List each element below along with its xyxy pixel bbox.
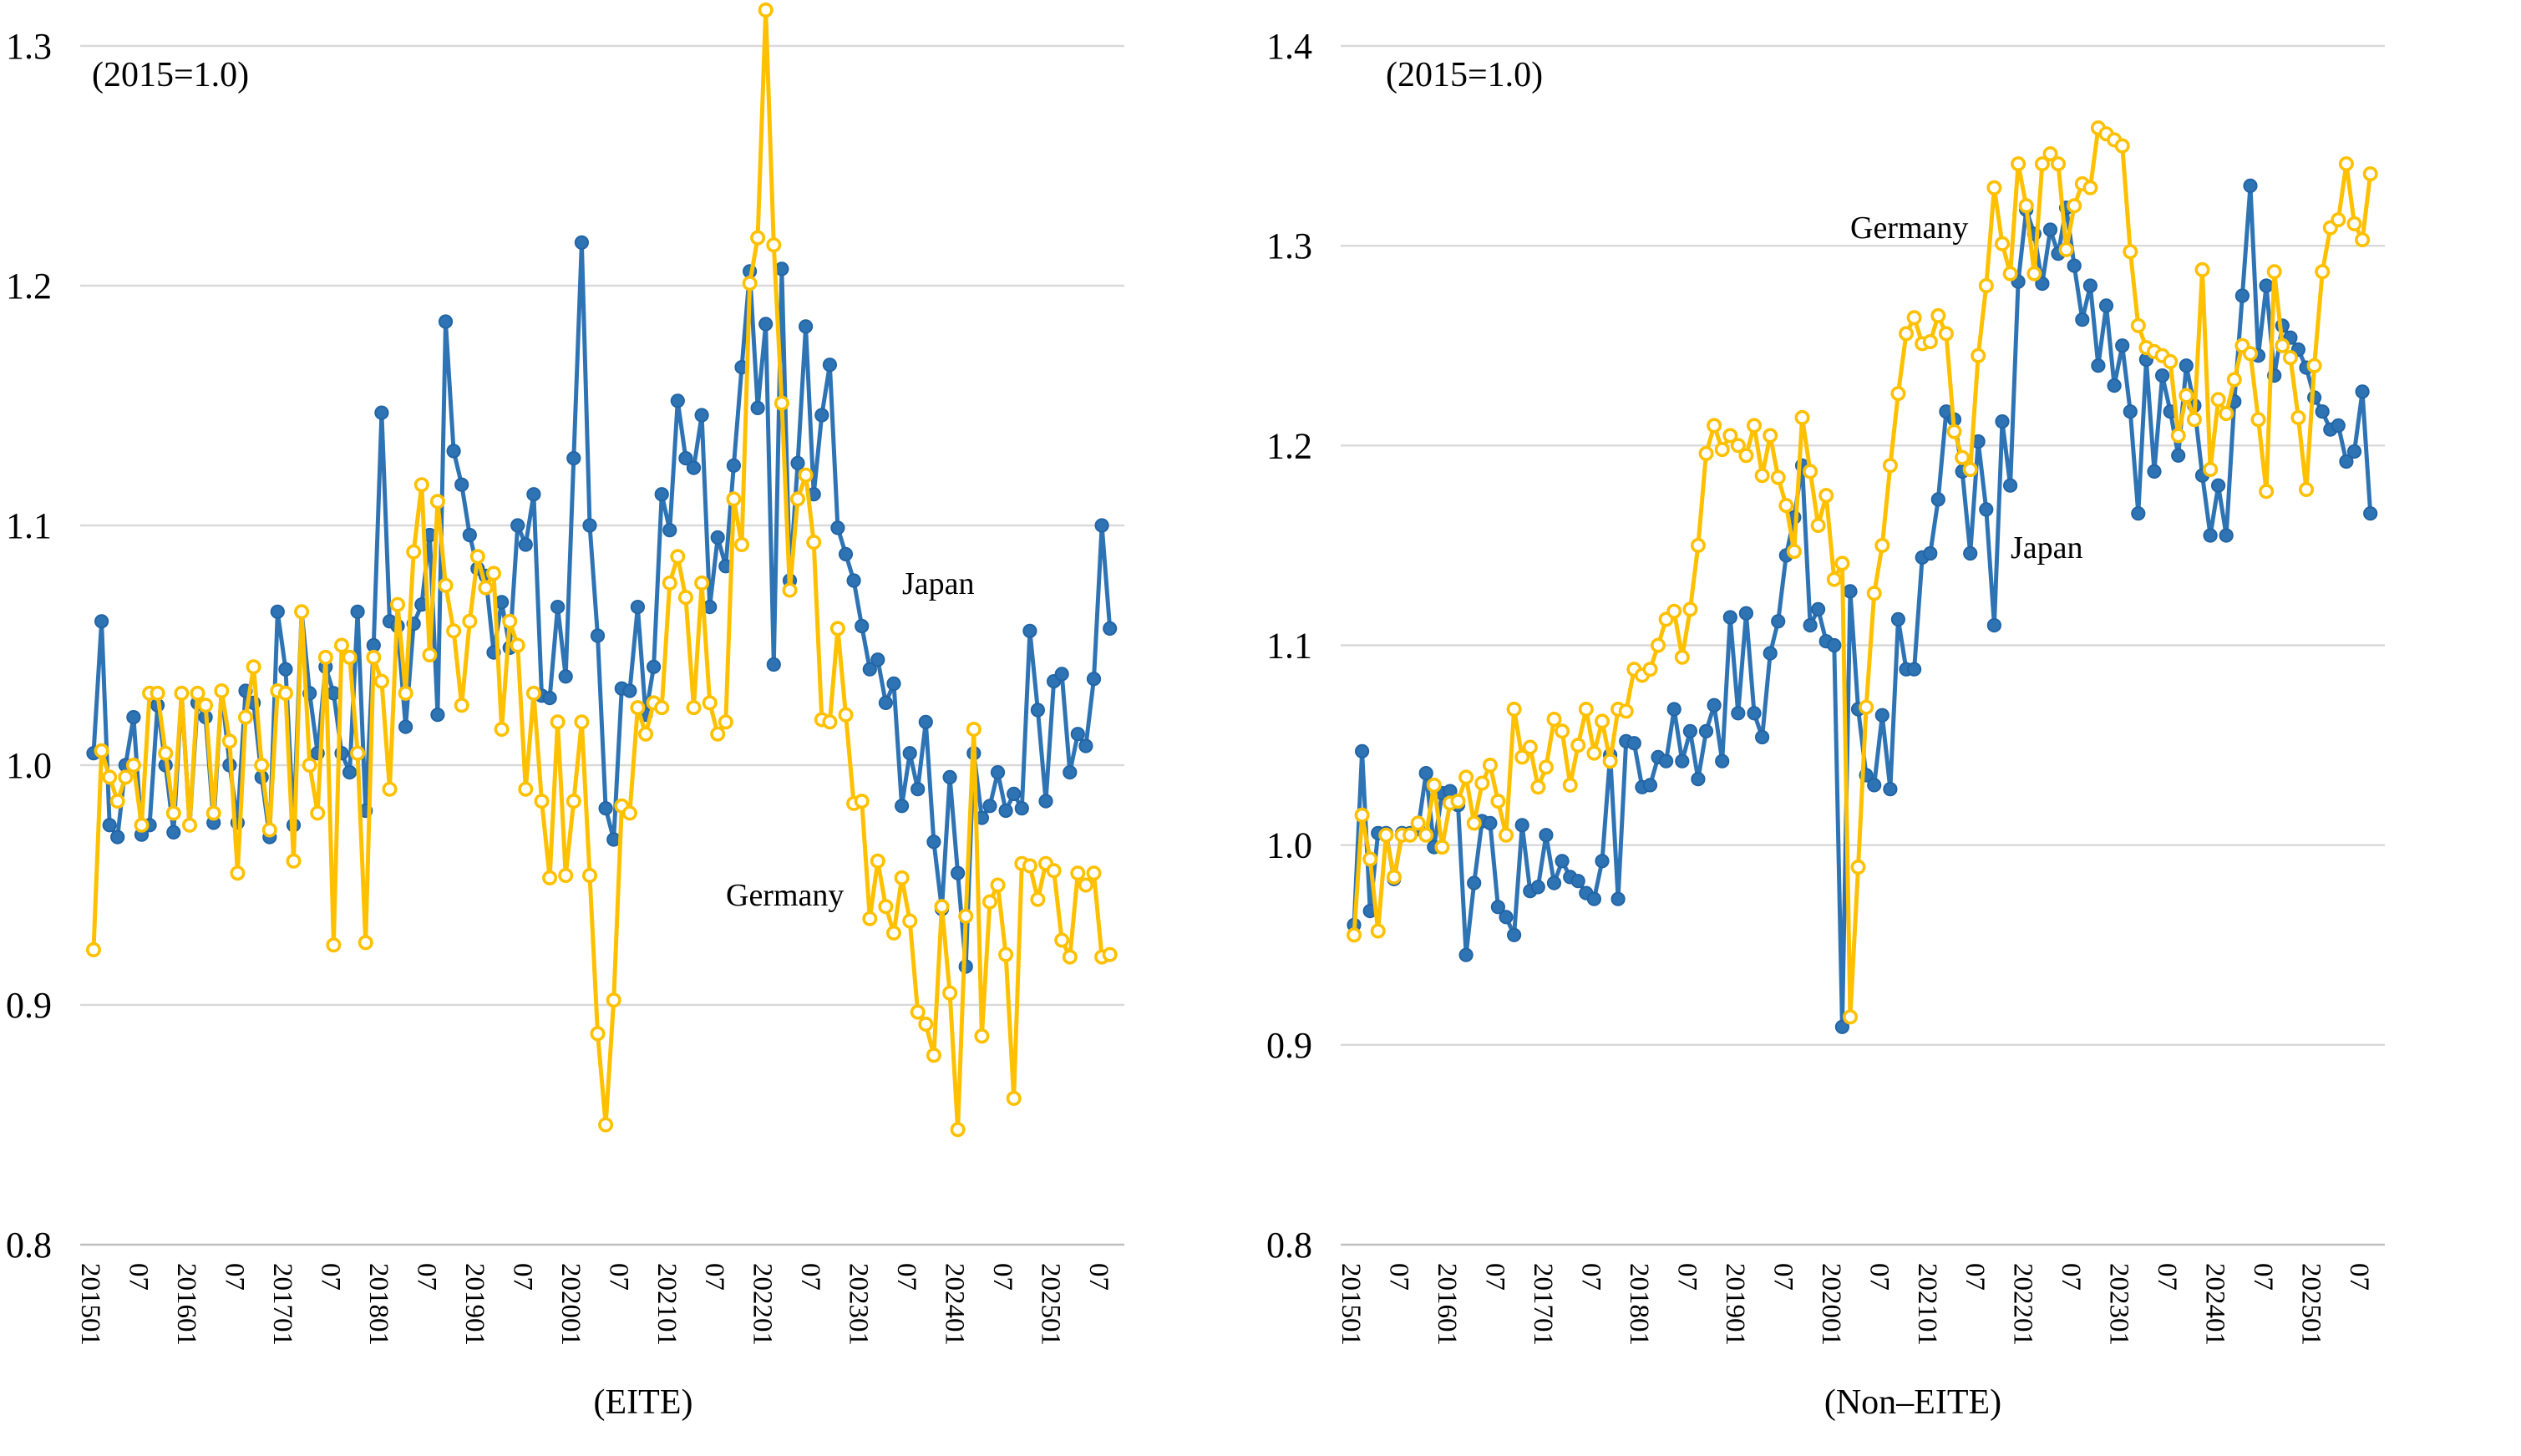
svg-text:07: 07	[603, 1263, 633, 1291]
series-label-germany: Germany	[1850, 211, 1969, 246]
series-label-japan: Japan	[902, 566, 975, 601]
svg-text:202101: 202101	[1912, 1263, 1942, 1346]
svg-text:201901: 201901	[459, 1263, 489, 1346]
svg-text:07: 07	[2344, 1263, 2374, 1291]
svg-text:1.2: 1.2	[1266, 425, 1312, 466]
svg-text:07: 07	[2248, 1263, 2278, 1291]
eite-plot: 1.3 1.2 1.1 1.0 0.9 0.8 201501 07 201601 07 201701…	[6, 3, 1124, 1346]
svg-text:201701: 201701	[1528, 1263, 1558, 1346]
svg-text:202401: 202401	[940, 1263, 970, 1346]
svg-text:07: 07	[315, 1263, 345, 1291]
svg-text:07: 07	[1671, 1263, 1702, 1291]
series-germany	[1347, 120, 2378, 1025]
svg-text:07: 07	[1960, 1263, 1990, 1291]
svg-text:07: 07	[987, 1263, 1017, 1291]
svg-text:202001: 202001	[1816, 1263, 1846, 1346]
chart-non-eite: 1.4 1.3 1.2 1.1 1.0 0.9 0.8 201501 07 201601 07 201…	[1260, 0, 2521, 1456]
svg-text:07: 07	[2056, 1263, 2086, 1291]
svg-text:201701: 201701	[267, 1263, 297, 1346]
svg-text:07: 07	[124, 1263, 154, 1291]
svg-text:201501: 201501	[75, 1263, 105, 1346]
svg-text:1.4: 1.4	[1266, 26, 1312, 67]
svg-text:07: 07	[1384, 1263, 1414, 1291]
svg-text:07: 07	[219, 1263, 249, 1291]
svg-text:201801: 201801	[363, 1263, 393, 1346]
svg-text:07: 07	[1479, 1263, 1509, 1291]
chart-caption-eite: (EITE)	[593, 1383, 693, 1422]
svg-text:07: 07	[795, 1263, 825, 1291]
svg-text:201501: 201501	[1336, 1263, 1366, 1346]
svg-text:07: 07	[1768, 1263, 1798, 1291]
svg-text:07: 07	[1864, 1263, 1894, 1291]
svg-text:202501: 202501	[2296, 1263, 2326, 1346]
svg-text:07: 07	[891, 1263, 921, 1291]
svg-text:201601: 201601	[171, 1263, 201, 1346]
series-japan	[86, 235, 1118, 974]
x-axis-labels: 201501 07 201601 07 201701 07 201801 07 201901 07…	[75, 1263, 1113, 1346]
svg-text:1.1: 1.1	[6, 505, 52, 546]
svg-text:0.8: 0.8	[1266, 1225, 1312, 1266]
svg-text:201901: 201901	[1720, 1263, 1750, 1346]
y-axis-labels: 1.3 1.2 1.1 1.0 0.9 0.8	[6, 26, 52, 1266]
gridlines	[1341, 44, 2385, 1246]
baseline-annotation: (2015=1.0)	[1386, 56, 1544, 94]
svg-text:1.1: 1.1	[1266, 626, 1312, 667]
x-axis-labels: 201501 07 201601 07 201701 07 201801 07 201901 07…	[1336, 1263, 2374, 1346]
baseline-annotation: (2015=1.0)	[92, 56, 250, 94]
svg-text:202001: 202001	[555, 1263, 586, 1346]
svg-text:07: 07	[1575, 1263, 1605, 1291]
svg-text:0.8: 0.8	[6, 1225, 52, 1266]
svg-text:1.2: 1.2	[6, 266, 52, 307]
series-germany	[86, 3, 1118, 1138]
svg-text:202101: 202101	[652, 1263, 682, 1346]
svg-text:202201: 202201	[748, 1263, 778, 1346]
svg-text:202301: 202301	[844, 1263, 874, 1346]
svg-text:1.0: 1.0	[1266, 825, 1312, 866]
svg-text:202401: 202401	[2200, 1263, 2230, 1346]
svg-text:1.3: 1.3	[6, 26, 52, 67]
svg-text:0.9: 0.9	[1266, 1025, 1312, 1066]
svg-text:202301: 202301	[2104, 1263, 2134, 1346]
svg-text:202501: 202501	[1036, 1263, 1066, 1346]
svg-text:1.3: 1.3	[1266, 226, 1312, 266]
series-label-germany: Germany	[726, 878, 845, 913]
series-japan	[1347, 178, 2378, 1034]
svg-text:202201: 202201	[2008, 1263, 2038, 1346]
svg-text:07: 07	[2152, 1263, 2182, 1291]
svg-text:0.9: 0.9	[6, 985, 52, 1026]
svg-text:07: 07	[411, 1263, 441, 1291]
svg-text:07: 07	[1083, 1263, 1113, 1291]
svg-text:1.0: 1.0	[6, 745, 52, 786]
chart-eite: 1.3 1.2 1.1 1.0 0.9 0.8 201501 07 201601 07 201701…	[0, 0, 1260, 1456]
svg-text:07: 07	[507, 1263, 537, 1291]
svg-text:201801: 201801	[1624, 1263, 1654, 1346]
svg-text:07: 07	[699, 1263, 729, 1291]
y-axis-labels: 1.4 1.3 1.2 1.1 1.0 0.9 0.8	[1266, 26, 1312, 1266]
svg-text:201601: 201601	[1432, 1263, 1462, 1346]
series-label-japan: Japan	[2011, 530, 2083, 566]
chart-caption-non-eite: (Non–EITE)	[1824, 1383, 2002, 1422]
